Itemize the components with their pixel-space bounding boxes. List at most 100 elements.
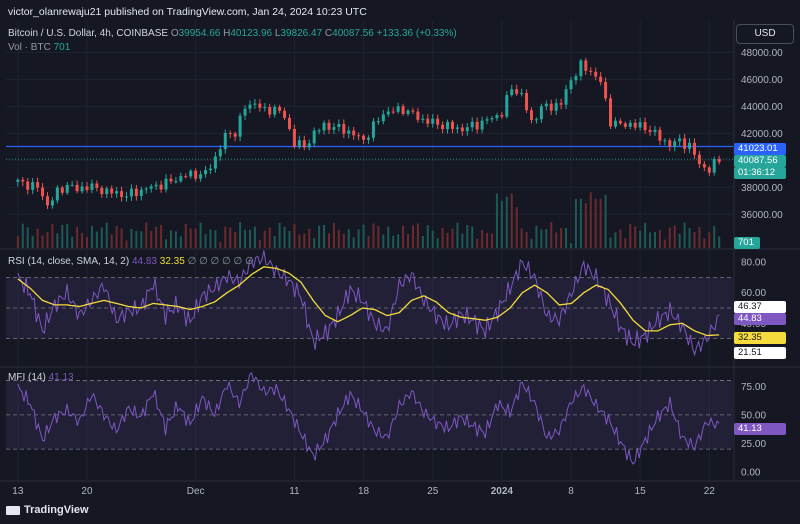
- price-tick-label: 44000.00: [741, 102, 783, 113]
- volume-bar: [204, 234, 207, 248]
- volume-bar: [545, 229, 548, 248]
- volume-bar: [323, 224, 326, 248]
- candle-body: [347, 130, 351, 134]
- candle-body: [697, 154, 701, 165]
- rsi-tick-label: 80.00: [741, 258, 766, 269]
- volume-bar: [678, 233, 681, 248]
- candle-body: [653, 129, 657, 132]
- volume-bar: [708, 231, 711, 248]
- candle-body: [238, 115, 242, 137]
- volume-bar: [584, 203, 587, 248]
- candle-body: [623, 123, 627, 127]
- candle-body: [248, 104, 252, 109]
- volume-bar: [46, 231, 49, 248]
- candle-body: [525, 93, 529, 111]
- volume-bar: [698, 226, 701, 248]
- volume-bar: [318, 225, 321, 248]
- candle-body: [692, 142, 696, 155]
- candle-body: [396, 106, 400, 112]
- candle-body: [357, 135, 361, 137]
- volume-bar: [61, 224, 64, 248]
- volume-bar: [446, 232, 449, 248]
- x-tick-label: 15: [635, 486, 647, 497]
- candle-body: [579, 60, 583, 77]
- candle-body: [505, 95, 509, 117]
- candle-body: [139, 189, 143, 197]
- symbol-ohlc-row: Bitcoin / U.S. Dollar, 4h, COINBASE O399…: [8, 28, 457, 39]
- x-tick-label: 20: [81, 486, 93, 497]
- candle-body: [589, 70, 593, 72]
- candle-body: [465, 127, 469, 132]
- candle-body: [208, 168, 212, 171]
- low-label: L: [274, 28, 281, 39]
- volume-bar: [579, 198, 582, 248]
- volume-value: 701: [53, 42, 71, 53]
- volume-bar: [51, 224, 54, 248]
- candle-body: [406, 110, 410, 114]
- volume-bar: [634, 226, 637, 248]
- candle-body: [50, 200, 54, 206]
- volume-bar: [145, 222, 148, 248]
- candle-body: [613, 120, 617, 127]
- volume-bar: [76, 226, 79, 248]
- volume-bar: [441, 228, 444, 248]
- volume-bar: [165, 239, 168, 248]
- volume-bar: [95, 231, 98, 248]
- candle-body: [204, 170, 208, 175]
- candle-body: [673, 141, 677, 147]
- mfi-tick-label: 25.00: [741, 439, 766, 450]
- volume-bar: [224, 226, 227, 248]
- volume-bar: [160, 224, 163, 248]
- volume-bar: [490, 233, 493, 248]
- volume-bar: [387, 226, 390, 248]
- candle-body: [184, 176, 188, 178]
- volume-bar: [644, 222, 647, 248]
- candle-body: [643, 122, 647, 131]
- volume-bar: [486, 232, 489, 248]
- brand-name: TradingView: [24, 504, 89, 516]
- candle-body: [278, 106, 282, 111]
- candle-body: [125, 196, 129, 198]
- candle-body: [213, 156, 217, 169]
- rsi-sma-value: 32.35: [159, 256, 185, 267]
- candle-body: [263, 107, 267, 109]
- mfi-tick-label: 0.00: [741, 468, 761, 479]
- currency-selector[interactable]: USD: [736, 24, 794, 44]
- volume-bar: [342, 233, 345, 248]
- volume-bar: [574, 199, 577, 248]
- volume-bar: [26, 227, 29, 248]
- rsi-hidden-values: ∅ ∅ ∅ ∅ ∅ ∅: [187, 256, 254, 267]
- x-tick-label: 13: [12, 486, 24, 497]
- price-tick-label: 46000.00: [741, 75, 783, 86]
- candle-body: [317, 130, 321, 132]
- volume-bar: [31, 235, 34, 248]
- candle-body: [283, 110, 287, 118]
- candle-body: [159, 184, 163, 190]
- volume-legend: Vol · BTC 701: [8, 42, 70, 53]
- candle-body: [441, 124, 445, 130]
- volume-bar: [71, 236, 74, 248]
- mfi-title: MFI (14): [8, 372, 46, 383]
- candle-body: [41, 187, 45, 197]
- mfi-current-tag: 41.13: [734, 423, 786, 435]
- candle-body: [55, 187, 59, 201]
- volume-bar: [36, 228, 39, 248]
- candle-body: [549, 103, 553, 111]
- candle-body: [648, 130, 652, 132]
- candle-body: [100, 187, 104, 195]
- volume-bar: [248, 229, 251, 248]
- volume-bar: [174, 231, 177, 248]
- candle-body: [569, 80, 573, 90]
- volume-bar: [66, 224, 69, 248]
- x-tick-label: 22: [704, 486, 716, 497]
- candle-body: [678, 138, 682, 142]
- candle-body: [302, 140, 306, 148]
- candle-body: [668, 140, 672, 147]
- last-price-tag: 40087.56: [734, 155, 786, 167]
- volume-label: Vol · BTC: [8, 42, 51, 53]
- volume-bar: [510, 193, 513, 248]
- volume-bar: [263, 230, 266, 248]
- open-label: O: [170, 28, 179, 39]
- volume-bar: [481, 229, 484, 248]
- candle-body: [21, 179, 25, 182]
